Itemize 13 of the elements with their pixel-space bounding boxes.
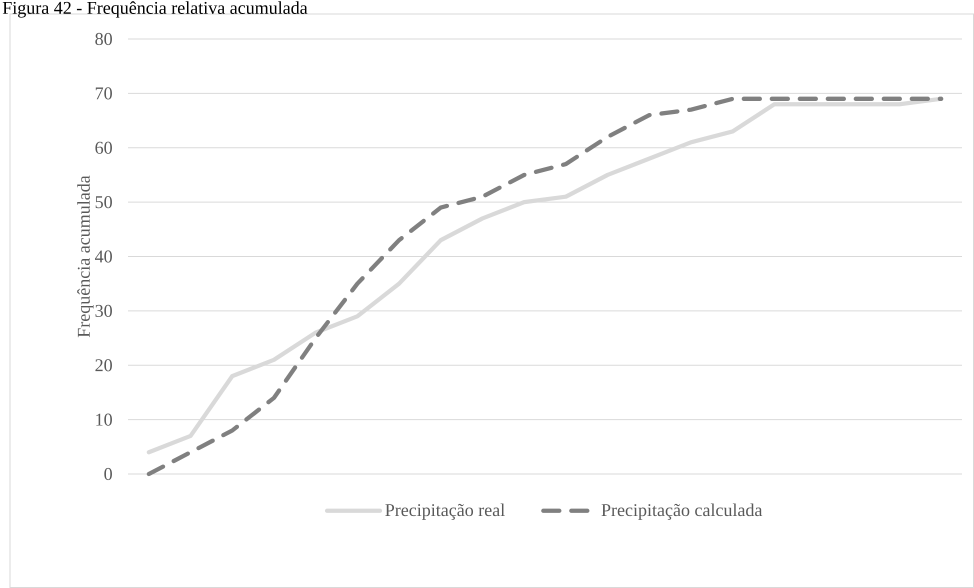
y-tick-label: 10 bbox=[96, 414, 112, 426]
y-tick-label: 70 bbox=[96, 87, 112, 100]
chart-title: Figura 42 - Frequência relativa acumulada bbox=[2, 1, 308, 18]
legend-label: Precipitação real bbox=[385, 504, 505, 520]
y-tick-label: 40 bbox=[94, 250, 112, 263]
y-tick-label: 0 bbox=[104, 468, 112, 480]
y-tick-label: 50 bbox=[96, 196, 112, 208]
y-tick-label: 30 bbox=[95, 304, 112, 317]
legend-label: Precipitação calculada bbox=[602, 504, 762, 520]
y-tick-label: 20 bbox=[95, 359, 112, 372]
y-tick-label: 60 bbox=[95, 142, 112, 154]
y-axis-title: Frequência acumulada bbox=[77, 176, 94, 338]
y-tick-label: 80 bbox=[95, 32, 112, 46]
